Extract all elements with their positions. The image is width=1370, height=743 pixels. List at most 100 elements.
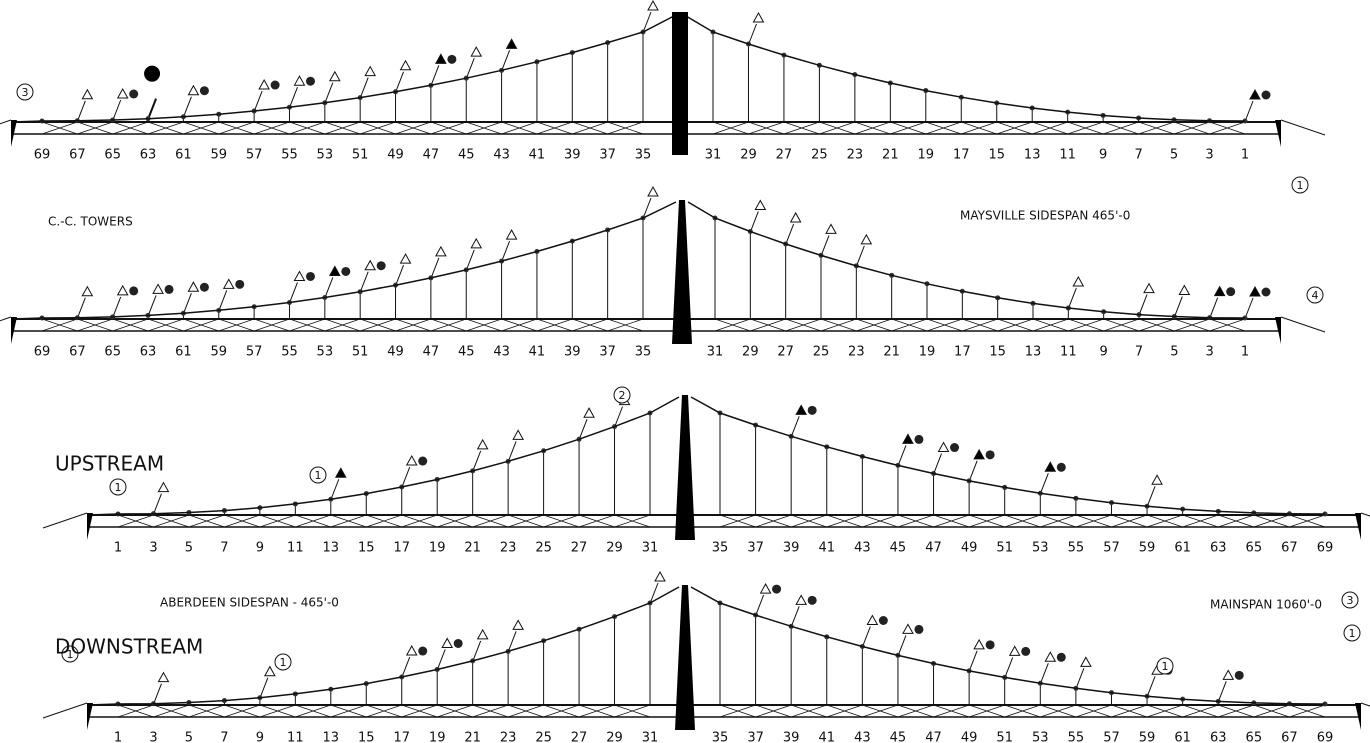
hanger-number: 27	[571, 541, 588, 556]
abutment	[1355, 513, 1361, 540]
hanger-number: 27	[776, 148, 793, 163]
hanger-number: 67	[1281, 541, 1298, 556]
leader	[154, 683, 162, 702]
defect-mark	[914, 434, 924, 444]
defect-mark	[647, 0, 659, 11]
hanger-number: 63	[1210, 541, 1227, 556]
leader	[643, 11, 652, 31]
hanger-number: 69	[34, 148, 51, 163]
callout-label: 2	[619, 389, 626, 402]
truss	[289, 121, 325, 135]
hanger-number: 49	[961, 541, 978, 556]
hanger-number: 9	[1099, 148, 1107, 163]
panel-label: ABERDEEN SIDESPAN - 465'-0	[160, 596, 339, 610]
defect-mark	[1222, 669, 1235, 680]
defect-mark	[1056, 462, 1066, 472]
truss	[324, 121, 361, 135]
hanger-number: 37	[599, 345, 616, 360]
hanger-number: 1	[1241, 345, 1249, 360]
defect-mark	[759, 583, 772, 594]
truss	[854, 121, 891, 135]
hanger-number: 15	[989, 345, 1006, 360]
leader	[898, 445, 907, 464]
leader	[437, 649, 446, 668]
defect-mark	[505, 229, 518, 240]
leader	[473, 640, 482, 660]
truss	[401, 514, 438, 528]
hanger-number: 69	[34, 345, 51, 360]
defect-mark	[81, 285, 94, 297]
truss	[719, 514, 756, 528]
defect-mark	[435, 245, 447, 257]
leader	[791, 416, 800, 435]
hanger-number: 45	[890, 731, 907, 743]
leader	[260, 677, 269, 696]
truss	[395, 318, 432, 332]
defect-mark	[447, 54, 457, 64]
truss	[890, 121, 926, 135]
defect-mark	[264, 665, 276, 677]
leader	[862, 626, 871, 645]
defect-mark	[825, 223, 837, 234]
leader	[77, 297, 86, 316]
hanger-number: 59	[210, 345, 227, 360]
defect-mark	[441, 637, 454, 648]
defect-mark	[654, 570, 666, 582]
truss	[614, 514, 651, 528]
truss	[366, 704, 402, 718]
leader	[325, 277, 334, 296]
hanger-number: 25	[535, 541, 552, 556]
abutment	[1275, 317, 1281, 344]
truss	[750, 318, 786, 332]
truss	[1182, 704, 1219, 718]
hanger-number: 51	[352, 345, 369, 360]
hanger-number: 59	[1139, 731, 1156, 743]
callout-circle	[309, 466, 327, 484]
approach	[0, 316, 1326, 333]
defect-mark	[470, 237, 483, 249]
truss	[578, 514, 615, 528]
hanger-number: 3	[1206, 345, 1214, 360]
truss	[1075, 704, 1112, 718]
defect-mark	[293, 75, 306, 86]
leader	[1174, 296, 1183, 315]
callout-circle	[1341, 591, 1359, 609]
truss	[926, 318, 963, 332]
callout-label: 3	[1347, 594, 1354, 607]
defect-mark	[334, 467, 347, 478]
truss	[1209, 121, 1246, 135]
callout-label: 3	[22, 86, 29, 99]
hanger-number: 23	[847, 148, 864, 163]
truss	[188, 704, 225, 718]
defect-mark	[1021, 646, 1031, 656]
truss	[791, 704, 827, 718]
defect-mark	[583, 407, 595, 418]
hanger-number: 39	[783, 731, 800, 743]
leader	[615, 406, 623, 425]
truss	[1103, 121, 1139, 135]
hanger-number: 49	[961, 731, 978, 743]
defect-mark	[341, 266, 351, 276]
truss	[330, 704, 367, 718]
approach	[0, 119, 1326, 136]
hanger-number: 53	[1032, 541, 1049, 556]
abutment	[1355, 703, 1361, 730]
truss	[1004, 514, 1041, 528]
hanger-number: 51	[352, 148, 369, 163]
truss	[748, 121, 785, 135]
truss	[1289, 704, 1326, 718]
defect-mark	[453, 638, 463, 648]
truss	[401, 704, 438, 718]
defect-mark	[399, 59, 412, 71]
truss	[755, 704, 792, 718]
cable	[685, 15, 1246, 122]
defect-mark	[914, 624, 924, 634]
defect-mark	[807, 405, 817, 415]
leader	[154, 493, 162, 512]
callout-label: 4	[1312, 289, 1319, 302]
truss	[614, 704, 651, 718]
hanger-number: 67	[69, 148, 86, 163]
hanger-number: 49	[387, 345, 404, 360]
truss	[466, 318, 502, 332]
truss	[1111, 514, 1148, 528]
